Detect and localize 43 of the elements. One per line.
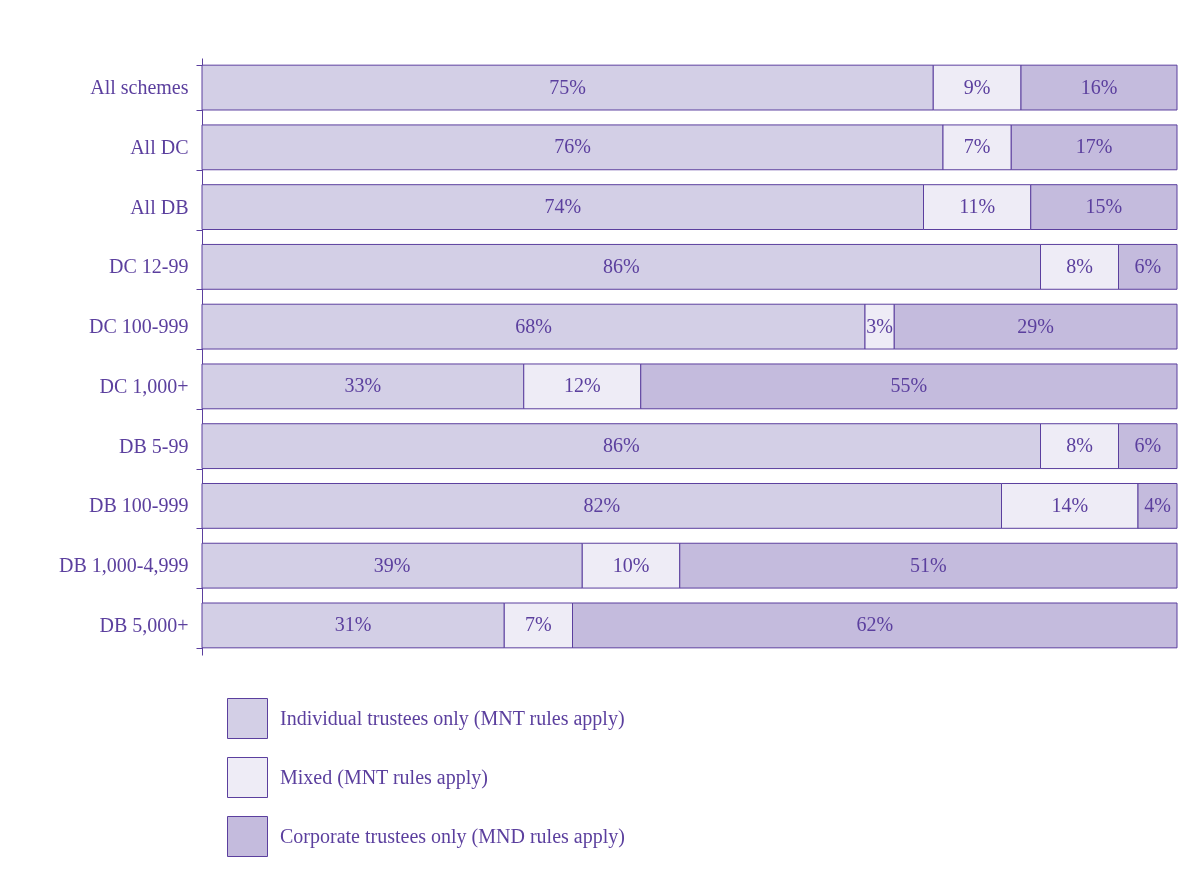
legend-label: Mixed (MNT rules apply) [280, 765, 488, 789]
data-label: 3% [866, 314, 893, 337]
data-label: 86% [602, 434, 640, 457]
y-tick-label: DB 1,000-4,999 [59, 554, 189, 577]
y-tick-label: DB 5-99 [119, 434, 189, 457]
y-tick-label: All schemes [90, 76, 189, 99]
data-label: 15% [1085, 195, 1123, 218]
data-label: 17% [1075, 135, 1113, 158]
y-tick-label: All DC [130, 135, 189, 158]
y-tick-label: DC 12-99 [109, 255, 189, 278]
data-label: 7% [963, 135, 991, 158]
data-label: 7% [525, 613, 552, 636]
data-label: 62% [856, 613, 894, 636]
data-label: 31% [334, 613, 372, 636]
data-label: 86% [602, 254, 640, 277]
data-label: 6% [1134, 434, 1162, 457]
data-label: 51% [910, 553, 947, 576]
data-label: 14% [1051, 493, 1089, 516]
y-tick-label: DC 1,000+ [99, 374, 189, 397]
y-tick-label: DB 5,000+ [99, 613, 189, 636]
data-label: 8% [1066, 434, 1093, 457]
data-label: 55% [890, 374, 928, 397]
data-label: 75% [549, 75, 586, 98]
data-label: 16% [1080, 75, 1118, 98]
data-label: 29% [1017, 314, 1054, 337]
data-label: 4% [1144, 493, 1171, 516]
data-label: 68% [515, 314, 552, 337]
y-tick-label: DB 100-999 [89, 494, 189, 517]
data-label: 11% [959, 195, 996, 218]
data-label: 10% [612, 553, 650, 576]
data-label: 12% [563, 374, 601, 397]
data-label: 6% [1134, 254, 1162, 277]
legend-label: Corporate trustees only (MND rules apply) [280, 824, 625, 848]
data-label: 82% [583, 493, 621, 516]
y-tick-label: All DB [130, 195, 189, 218]
data-label: 76% [554, 135, 591, 158]
data-label: 74% [544, 195, 582, 218]
y-tick-label: DC 100-999 [89, 315, 189, 338]
data-label: 9% [963, 75, 991, 98]
legend-label: Individual trustees only (MNT rules apply) [280, 706, 625, 730]
data-label: 33% [344, 374, 382, 397]
data-label: 8% [1066, 254, 1093, 277]
data-label: 39% [373, 553, 411, 576]
